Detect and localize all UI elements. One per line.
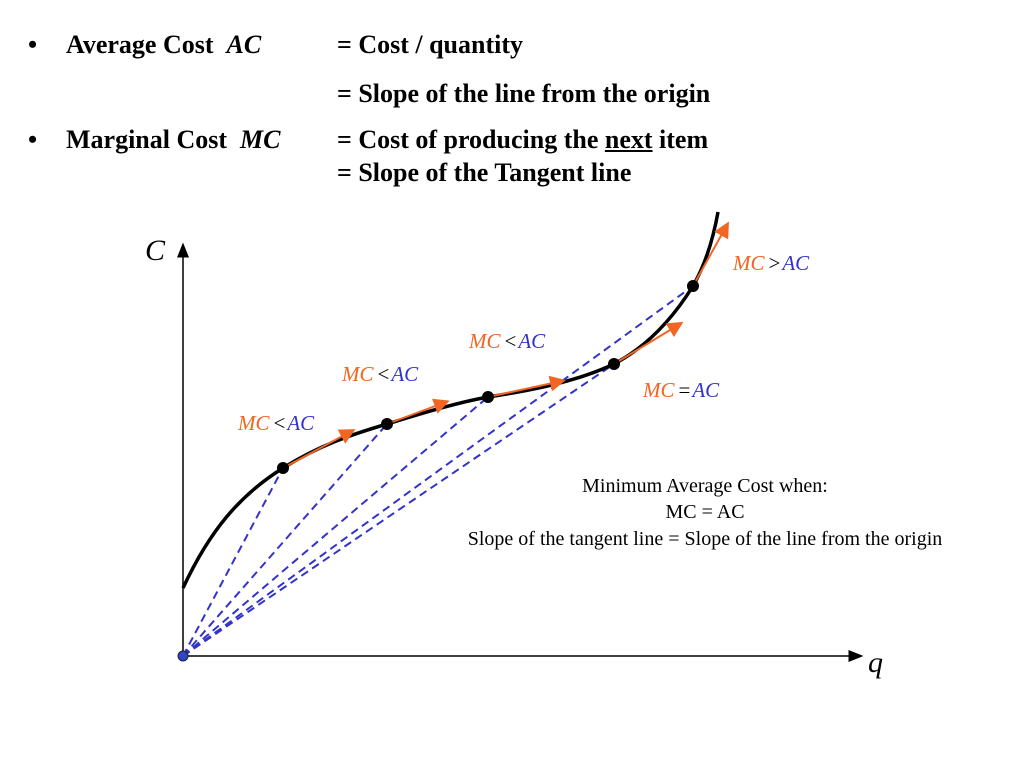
comparison-operator: < [274,411,286,435]
tangent-arrow [692,221,729,287]
comparison-operator: > [769,251,781,275]
note-line-3: Slope of the tangent line = Slope of the… [468,528,943,550]
mc-ac-comparison-label: MC >AC [732,251,810,275]
ac-symbol: AC [516,329,546,353]
curve-point [277,462,289,474]
mc-symbol: MC [642,378,675,402]
mc-symbol: MC [468,329,501,353]
origin-point [177,650,189,662]
bullet-2: • [28,125,38,154]
curve-point [482,391,494,403]
mc-ac-comparison-label: MC <AC [341,362,419,386]
mc-definition-2: = Slope of the Tangent line [337,158,632,187]
term-symbol: MC [240,125,281,154]
average-cost-term: Average Cost AC [66,30,261,60]
origin-secant-line [182,363,615,657]
note-line-2: MC = AC [665,501,744,523]
def-prefix: = Cost of producing the [337,125,605,154]
mc-symbol: MC [341,362,374,386]
comparison-operator: = [679,378,691,402]
mc-ac-comparison-label: MC <AC [237,411,315,435]
def-suffix: item [652,125,709,154]
curve-point [687,280,699,292]
x-axis-label: q [868,646,883,679]
note-line-1: Minimum Average Cost when: [582,475,828,497]
mc-ac-comparison-label: MC =AC [642,378,720,402]
origin-secant-line [182,396,489,657]
curve-point [608,358,620,370]
ac-symbol: AC [389,362,419,386]
origin-secant-line [182,423,388,657]
term-label: Marginal Cost [66,125,228,154]
origin-secant-line [182,285,694,657]
def-emphasis: next [604,125,653,154]
y-axis-label: C [145,234,166,267]
mc-ac-comparison-label: MC <AC [468,329,546,353]
tangent-arrow [487,375,566,398]
tangent-arrow [613,321,684,365]
tangent-arrow [386,398,450,425]
mc-definition-1: = Cost of producing the next item [337,125,708,155]
ac-definition-2: = Slope of the line from the origin [337,79,711,108]
comparison-operator: < [378,362,390,386]
term-label: Average Cost [66,30,214,59]
comparison-operator: < [505,329,517,353]
mc-symbol: MC [732,251,765,275]
bullet-1: • [28,30,38,59]
ac-symbol: AC [690,378,720,402]
curve-point [381,418,393,430]
tangent-arrow [282,429,356,469]
term-symbol: AC [226,30,262,59]
ac-definition-1: = Cost / quantity [337,30,524,59]
ac-symbol: AC [780,251,810,275]
mc-symbol: MC [237,411,270,435]
origin-secant-line [182,467,284,657]
marginal-cost-term: Marginal Cost MC [66,125,281,155]
ac-symbol: AC [285,411,315,435]
